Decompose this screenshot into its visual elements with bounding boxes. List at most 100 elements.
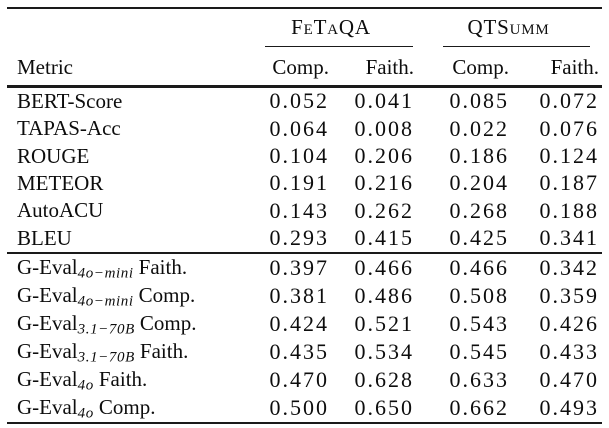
value-qtsumm-faith: 0.341	[539, 225, 599, 251]
cmidrule-qtsumm	[443, 46, 590, 48]
metric-name: METEOR	[17, 170, 104, 195]
value-fetaqa-faith: 0.521	[354, 310, 414, 336]
value-fetaqa-comp: 0.191	[269, 170, 329, 196]
bottom-rule	[7, 421, 602, 425]
table-row-geval-3-1-70b-comp: G-Eval3.1−70B Comp. 0.424 0.521 0.543 0.4…	[7, 310, 602, 338]
group-header-row: FeTaQA QTSumm	[7, 9, 602, 48]
table-row-autoacu: AutoACU 0.143 0.262 0.268 0.188	[7, 197, 602, 224]
value-qtsumm-comp: 0.204	[449, 170, 509, 196]
metric-cell: TAPAS-Acc	[7, 115, 247, 142]
header-rule	[7, 85, 602, 88]
value-fetaqa-faith: 0.486	[354, 282, 414, 308]
value-qtsumm-faith: 0.493	[539, 394, 599, 420]
value-qtsumm-comp: 0.085	[449, 88, 509, 114]
metric-name: BERT-Score	[17, 88, 123, 113]
value-fetaqa-faith: 0.534	[354, 338, 414, 364]
metric-cell: AutoACU	[7, 197, 247, 224]
metric-suffix: Comp.	[139, 311, 197, 336]
column-header-row: Metric Comp. Faith. Comp. Faith.	[7, 47, 602, 85]
table-row-bert-score: BERT-Score 0.052 0.041 0.085 0.072	[7, 88, 602, 115]
table-row-rouge: ROUGE 0.104 0.206 0.186 0.124	[7, 142, 602, 169]
metric-cell: G-Eval4o−mini Comp.	[7, 282, 247, 310]
metric-cell: G-Eval4o Comp.	[7, 394, 247, 422]
value-fetaqa-faith: 0.650	[354, 394, 414, 420]
metric-cell: ROUGE	[7, 142, 247, 169]
value-qtsumm-faith: 0.188	[539, 197, 599, 223]
table-row-tapas-acc: TAPAS-Acc 0.064 0.008 0.022 0.076	[7, 115, 602, 142]
value-qtsumm-comp: 0.268	[449, 197, 509, 223]
value-fetaqa-comp: 0.293	[269, 225, 329, 251]
metric-name: G-Eval4o−mini	[17, 255, 134, 282]
value-qtsumm-faith: 0.470	[539, 366, 599, 392]
table-row-geval-4o-mini-faith: G-Eval4o−mini Faith. 0.397 0.466 0.466 0.…	[7, 254, 602, 282]
value-qtsumm-faith: 0.187	[539, 170, 599, 196]
value-qtsumm-faith: 0.076	[539, 115, 599, 141]
value-fetaqa-comp: 0.500	[269, 394, 329, 420]
metric-name: BLEU	[17, 225, 72, 250]
value-fetaqa-comp: 0.064	[269, 115, 329, 141]
metric-cell: G-Eval4o−mini Faith.	[7, 254, 247, 282]
group-label-fetaqa: FeTaQA	[291, 15, 371, 40]
table-row-bleu: BLEU 0.293 0.415 0.425 0.341	[7, 225, 602, 252]
value-qtsumm-comp: 0.425	[449, 225, 509, 251]
value-fetaqa-faith: 0.262	[354, 197, 414, 223]
metric-name: G-Eval4o−mini	[17, 283, 134, 310]
value-fetaqa-comp: 0.435	[269, 338, 329, 364]
value-qtsumm-comp: 0.543	[449, 310, 509, 336]
value-fetaqa-faith: 0.041	[354, 88, 414, 114]
value-fetaqa-comp: 0.470	[269, 366, 329, 392]
table-row-geval-4o-faith: G-Eval4o Faith. 0.470 0.628 0.633 0.470	[7, 366, 602, 394]
metric-name: G-Eval3.1−70B	[17, 311, 135, 338]
group-header-qtsumm: QTSumm	[415, 9, 602, 48]
metric-cell: G-Eval3.1−70B Faith.	[7, 338, 247, 366]
value-qtsumm-comp: 0.633	[449, 366, 509, 392]
value-fetaqa-faith: 0.415	[354, 225, 414, 251]
metric-suffix: Faith.	[139, 339, 189, 364]
group-header-fetaqa: FeTaQA	[247, 9, 415, 48]
metric-name: G-Eval4o	[17, 367, 94, 394]
value-qtsumm-comp: 0.022	[449, 115, 509, 141]
column-header-fetaqa-comp: Comp.	[272, 55, 329, 80]
value-qtsumm-comp: 0.186	[449, 143, 509, 169]
metric-suffix: Comp.	[138, 283, 196, 308]
value-fetaqa-faith: 0.466	[354, 254, 414, 280]
metric-cell: G-Eval3.1−70B Comp.	[7, 310, 247, 338]
metric-cell: BERT-Score	[7, 88, 247, 115]
value-qtsumm-comp: 0.662	[449, 394, 509, 420]
column-header-fetaqa-faith: Faith.	[365, 55, 414, 80]
metric-suffix: Faith.	[138, 255, 188, 280]
value-fetaqa-comp: 0.397	[269, 254, 329, 280]
table-row-geval-3-1-70b-faith: G-Eval3.1−70B Faith. 0.435 0.534 0.545 0.…	[7, 338, 602, 366]
group-header-spacer	[7, 9, 247, 47]
value-qtsumm-faith: 0.124	[539, 143, 599, 169]
metric-name: AutoACU	[17, 198, 104, 223]
column-header-metric: Metric	[17, 55, 73, 80]
value-fetaqa-faith: 0.206	[354, 143, 414, 169]
results-table: FeTaQA QTSumm Metric Comp. Faith. Comp. …	[7, 7, 602, 425]
metric-suffix: Comp.	[98, 395, 156, 420]
metric-cell: METEOR	[7, 170, 247, 197]
value-qtsumm-faith: 0.426	[539, 310, 599, 336]
value-qtsumm-faith: 0.433	[539, 338, 599, 364]
value-fetaqa-comp: 0.104	[269, 143, 329, 169]
value-fetaqa-comp: 0.424	[269, 310, 329, 336]
metric-name: G-Eval3.1−70B	[17, 339, 135, 366]
column-header-qtsumm-faith: Faith.	[550, 55, 599, 80]
value-fetaqa-comp: 0.052	[269, 88, 329, 114]
value-qtsumm-faith: 0.072	[539, 88, 599, 114]
value-fetaqa-comp: 0.143	[269, 197, 329, 223]
value-qtsumm-comp: 0.545	[449, 338, 509, 364]
table-row-geval-4o-comp: G-Eval4o Comp. 0.500 0.650 0.662 0.493	[7, 394, 602, 422]
cmidrule-fetaqa	[265, 46, 413, 48]
metric-suffix: Faith.	[98, 367, 148, 392]
value-fetaqa-faith: 0.216	[354, 170, 414, 196]
value-fetaqa-faith: 0.628	[354, 366, 414, 392]
metric-cell: BLEU	[7, 225, 247, 252]
metric-name: G-Eval4o	[17, 395, 94, 422]
value-qtsumm-faith: 0.342	[539, 254, 599, 280]
column-header-qtsumm-comp: Comp.	[452, 55, 509, 80]
value-qtsumm-comp: 0.466	[449, 254, 509, 280]
metric-name: ROUGE	[17, 143, 90, 168]
section-divider-rule	[7, 251, 602, 254]
